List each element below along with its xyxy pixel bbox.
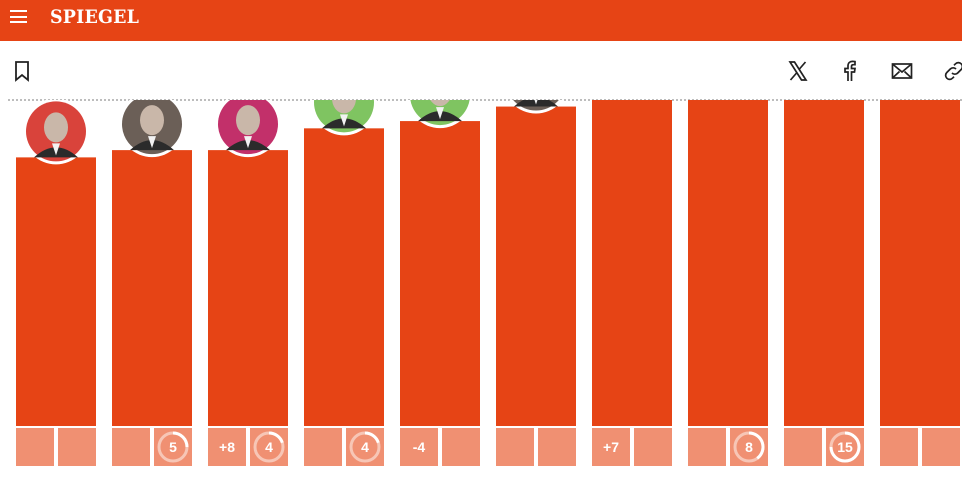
link-icon[interactable]	[942, 59, 962, 83]
portrait-icon	[226, 105, 270, 151]
politician-column: 48МаркусСедер+7	[592, 100, 672, 466]
change-box	[688, 428, 726, 466]
divider	[8, 99, 962, 101]
rank-label: 15	[837, 439, 853, 455]
change-box	[784, 428, 822, 466]
rank-box	[922, 428, 960, 466]
bar	[304, 128, 384, 426]
rank-label: 5	[169, 439, 177, 455]
hamburger-menu-icon[interactable]	[10, 10, 27, 23]
change-box	[208, 428, 246, 466]
bookmark-icon[interactable]	[10, 59, 34, 83]
change-label: -4	[413, 439, 426, 455]
rank-arc	[172, 431, 189, 448]
rank-arc	[748, 431, 765, 460]
portrait-icon	[34, 112, 78, 158]
x-icon[interactable]	[786, 59, 810, 83]
rank-arc	[268, 431, 284, 444]
politician-column: 44Урсулафон дерЛяйен	[496, 100, 576, 466]
portrait-icon	[514, 100, 558, 107]
change-box	[16, 428, 54, 466]
bar	[688, 100, 768, 426]
bar	[880, 100, 960, 427]
change-box	[112, 428, 150, 466]
rank-label: 8	[745, 439, 753, 455]
bar	[784, 100, 864, 426]
rank-label: 4	[361, 439, 369, 455]
politician-column: 37КарлЛаутербах	[16, 100, 96, 466]
rank-arc	[829, 431, 861, 463]
politician-column: 38ФридрихМерц5	[112, 100, 192, 466]
politician-column: 60ВальтерШтайнмайер	[880, 100, 960, 466]
portrait-icon	[322, 100, 366, 129]
change-box	[304, 428, 342, 466]
portrait-icon	[130, 105, 174, 151]
bar	[592, 100, 672, 426]
top-bar: SPIEGEL	[0, 0, 962, 41]
bar	[208, 150, 288, 426]
rank-arc	[364, 431, 380, 444]
rank-label: 4	[265, 439, 273, 455]
politician-column: 42АнналенаБэрбок-4	[400, 100, 480, 466]
change-box	[400, 428, 438, 466]
spiegel-logo[interactable]: SPIEGEL	[50, 6, 140, 28]
rank-box	[634, 428, 672, 466]
change-box	[592, 428, 630, 466]
politician-column: 50ДжемОздемир8	[688, 100, 768, 466]
change-box	[880, 428, 918, 466]
politician-column: 38СахараВагенкнехт+84	[208, 100, 288, 466]
politician-column: 41РобертХабек4	[304, 100, 384, 466]
mail-icon[interactable]	[890, 59, 914, 83]
change-box	[496, 428, 534, 466]
politician-column: 55БорисПисториус15	[784, 100, 864, 466]
change-label: +7	[603, 439, 619, 455]
portrait-icon	[418, 100, 462, 122]
bar	[496, 106, 576, 426]
bar	[16, 157, 96, 426]
bar	[400, 121, 480, 426]
rank-box	[538, 428, 576, 466]
facebook-icon[interactable]	[837, 59, 861, 83]
toolbar	[0, 41, 962, 101]
politician-rating-chart: 37КарлЛаутербах38ФридрихМерц538СахараВаг…	[16, 100, 960, 466]
rank-box	[58, 428, 96, 466]
change-label: +8	[219, 439, 235, 455]
bar	[112, 150, 192, 426]
rank-box	[442, 428, 480, 466]
